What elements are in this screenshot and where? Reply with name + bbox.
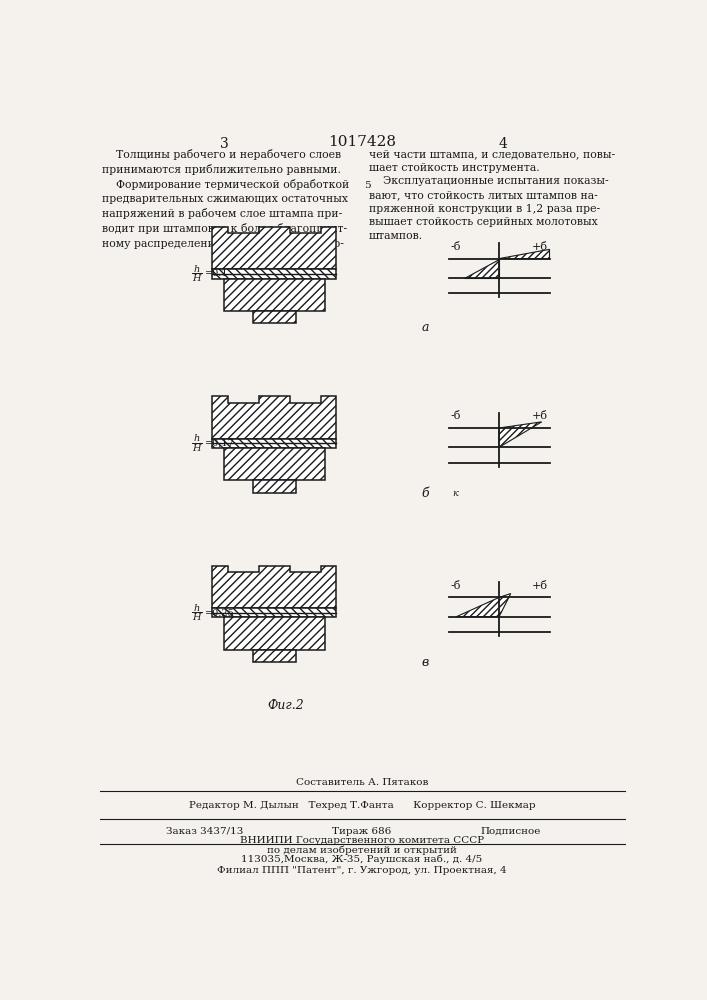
Bar [253,650,296,662]
Text: +б: +б [532,242,548,252]
Text: h: h [194,604,200,613]
Text: в: в [421,656,429,669]
Text: h: h [194,265,200,274]
Text: h: h [194,434,200,443]
Polygon shape [212,396,337,439]
Polygon shape [224,448,325,480]
Bar [212,608,337,617]
Polygon shape [499,249,549,259]
Text: 1017428: 1017428 [328,135,396,149]
Text: -б: -б [450,411,461,421]
Text: 113035,Москва, Ж-35, Раушская наб., д. 4/5: 113035,Москва, Ж-35, Раушская наб., д. 4… [241,854,483,864]
Text: 3: 3 [220,137,228,151]
Text: +б: +б [532,411,548,421]
Text: 4: 4 [498,137,508,151]
Polygon shape [499,422,542,447]
Text: Толщины рабочего и нерабочего слоев
принимаются приближительно равными.
    Форм: Толщины рабочего и нерабочего слоев прин… [103,149,349,249]
Text: б: б [421,487,429,500]
Polygon shape [212,566,337,608]
Text: Заказ 3437/13: Заказ 3437/13 [166,827,243,836]
Text: Тираж 686: Тираж 686 [332,827,392,836]
Bar [253,480,296,493]
Text: +б: +б [532,581,548,591]
Text: =0,17: =0,17 [204,439,235,448]
Bar [212,269,337,279]
Text: к: к [452,489,459,498]
Polygon shape [212,227,337,269]
Text: -б: -б [450,242,461,252]
Bar [212,439,337,448]
Bar [253,311,296,323]
Text: Составитель А. Пятаков: Составитель А. Пятаков [296,778,428,787]
Text: =0,25: =0,25 [204,608,235,617]
Text: Филиал ППП "Патент", г. Ужгород, ул. Проектная, 4: Филиал ППП "Патент", г. Ужгород, ул. Про… [217,866,507,875]
Text: по делам изобретений и открытий: по делам изобретений и открытий [267,845,457,855]
Text: ВНИИПИ Государственного комитета СССР: ВНИИПИ Государственного комитета СССР [240,836,484,845]
Text: Редактор М. Дылын   Техред Т.Фанта      Корректор С. Шекмар: Редактор М. Дылын Техред Т.Фанта Коррект… [189,801,535,810]
Text: -б: -б [450,581,461,591]
Text: =0.1: =0.1 [204,269,228,278]
Text: 5: 5 [364,181,371,190]
Polygon shape [457,594,510,617]
Polygon shape [224,617,325,650]
Text: а: а [421,321,429,334]
Text: Подписное: Подписное [481,827,541,836]
Polygon shape [464,259,499,278]
Text: H: H [192,613,201,622]
Text: Фиг.2: Фиг.2 [268,699,305,712]
Text: чей части штампа, и следовательно, повы-
шает стойкость инструмента.
    Эксплуа: чей части штампа, и следовательно, повы-… [369,149,615,241]
Text: H: H [192,444,201,453]
Polygon shape [224,279,325,311]
Text: H: H [192,274,201,283]
